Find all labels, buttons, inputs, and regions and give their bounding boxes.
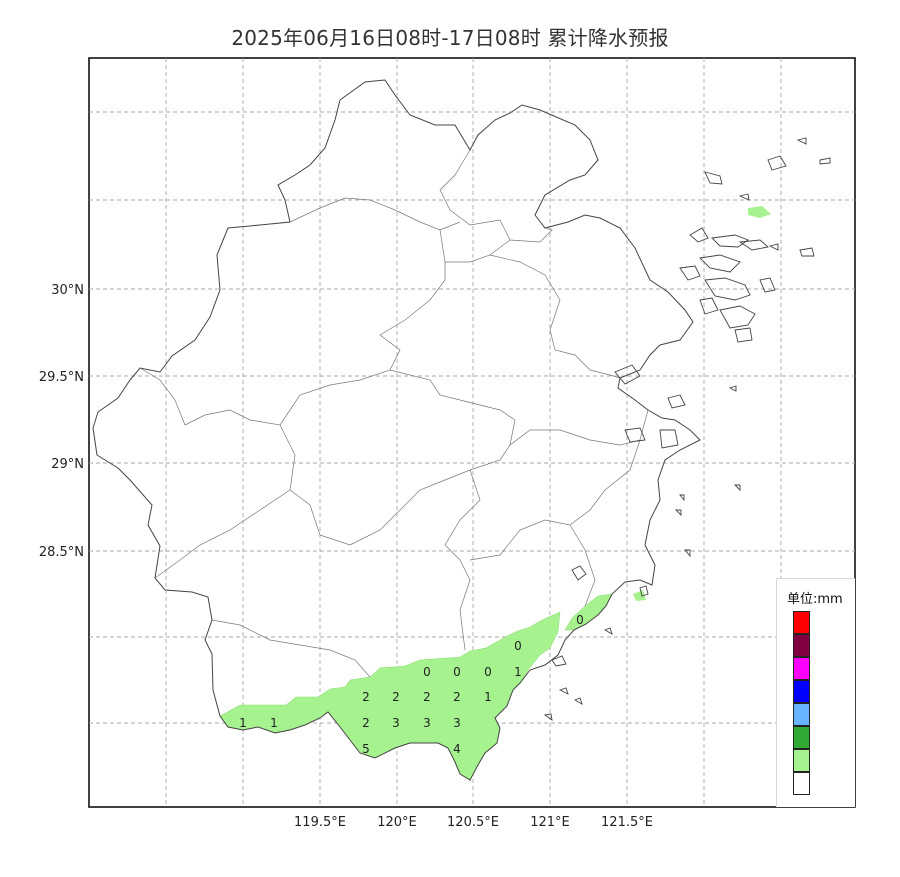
precip-value: 3: [453, 716, 461, 730]
precip-value: 0: [453, 665, 461, 679]
legend-swatch-1: [793, 611, 810, 634]
map-title: 2025年06月16日08时-17日08时 累计降水预报: [231, 26, 669, 50]
precip-value: 1: [484, 690, 492, 704]
precip-values: 1 1 0 0 0 0 0 1 2 2 2 2 1 2 3 3 3 5 4: [239, 613, 584, 756]
rain-area-north-islet: [748, 206, 771, 218]
precip-value: 4: [453, 742, 461, 756]
precip-value: 2: [423, 690, 431, 704]
lat-label-29: 29°N: [51, 457, 84, 472]
precip-value: 1: [239, 716, 247, 730]
legend-swatch-7: [793, 749, 810, 772]
province-outline: [92, 79, 701, 781]
precip-value: 5: [362, 742, 370, 756]
precip-value: 0: [423, 665, 431, 679]
legend-swatch-8: [793, 772, 810, 795]
precip-value: 1: [514, 665, 522, 679]
legend-unit: 单位:mm: [787, 592, 843, 607]
lon-label-120: 120°E: [377, 815, 417, 830]
lon-label-121: 121°E: [530, 815, 570, 830]
islands: [543, 137, 831, 721]
legend-swatch-2: [793, 634, 810, 657]
lon-label-121-5: 121.5°E: [601, 815, 653, 830]
precip-value: 2: [362, 690, 370, 704]
precip-value: 0: [576, 613, 584, 627]
precip-value: 1: [270, 716, 278, 730]
lat-label-30: 30°N: [51, 283, 84, 298]
grid-lines: [89, 58, 855, 807]
precip-value: 2: [453, 690, 461, 704]
precip-value: 3: [392, 716, 400, 730]
rain-area-islet: [633, 590, 646, 601]
legend: 单位:mm: [776, 578, 855, 807]
legend-swatch-3: [793, 657, 810, 680]
precip-value: 3: [423, 716, 431, 730]
precip-value: 2: [362, 716, 370, 730]
lon-label-120-5: 120.5°E: [447, 815, 499, 830]
lon-label-119-5: 119.5°E: [294, 815, 346, 830]
lat-label-28-5: 28.5°N: [39, 545, 84, 560]
legend-swatch-4: [793, 680, 810, 703]
precip-value: 0: [484, 665, 492, 679]
precip-value: 2: [392, 690, 400, 704]
city-borders: [139, 149, 649, 678]
legend-swatch-5: [793, 703, 810, 726]
precip-value: 0: [514, 639, 522, 653]
legend-swatch-6: [793, 726, 810, 749]
lat-label-29-5: 29.5°N: [39, 370, 84, 385]
